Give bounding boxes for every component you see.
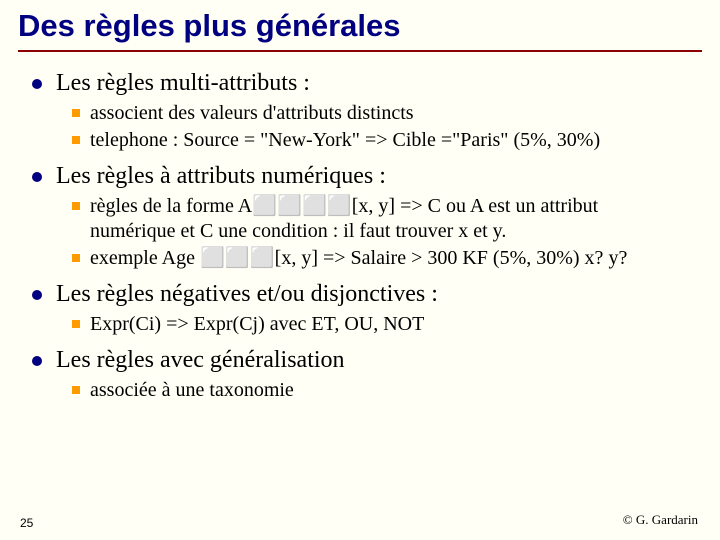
square-bullet-icon: [72, 109, 80, 117]
section-4: Les règles avec généralisation associée …: [18, 347, 702, 403]
list-item: règles de la forme A⬜⬜⬜⬜[x, y] => C ou A…: [72, 194, 682, 244]
heading-text: Les règles négatives et/ou disjonctives …: [56, 281, 438, 308]
heading-text: Les règles multi-attributs :: [56, 70, 310, 97]
square-bullet-icon: [72, 202, 80, 210]
list-item: Expr(Ci) => Expr(Cj) avec ET, OU, NOT: [72, 312, 682, 337]
slide-title: Des règles plus générales: [18, 8, 702, 52]
list-item: associée à une taxonomie: [72, 378, 682, 403]
page-number: 25: [20, 516, 33, 530]
item-text: règles de la forme A⬜⬜⬜⬜[x, y] => C ou A…: [90, 194, 682, 244]
list-item: associent des valeurs d'attributs distin…: [72, 101, 682, 126]
heading-text: Les règles avec généralisation: [56, 347, 345, 374]
bullet-icon: [32, 290, 42, 300]
bullet-icon: [32, 356, 42, 366]
list-item: telephone : Source = "New-York" => Cible…: [72, 128, 682, 153]
heading-text: Les règles à attributs numériques :: [56, 163, 386, 190]
section-heading: Les règles négatives et/ou disjonctives …: [32, 281, 702, 308]
item-text: exemple Age ⬜⬜⬜[x, y] => Salaire > 300 K…: [90, 246, 627, 271]
section-heading: Les règles à attributs numériques :: [32, 163, 702, 190]
item-text: associée à une taxonomie: [90, 378, 294, 403]
bullet-icon: [32, 172, 42, 182]
list-item: exemple Age ⬜⬜⬜[x, y] => Salaire > 300 K…: [72, 246, 682, 271]
square-bullet-icon: [72, 136, 80, 144]
copyright-text: © G. Gardarin: [623, 512, 698, 528]
section-2: Les règles à attributs numériques : règl…: [18, 163, 702, 271]
item-text: telephone : Source = "New-York" => Cible…: [90, 128, 600, 153]
item-text: Expr(Ci) => Expr(Cj) avec ET, OU, NOT: [90, 312, 424, 337]
section-1: Les règles multi-attributs : associent d…: [18, 70, 702, 153]
section-3: Les règles négatives et/ou disjonctives …: [18, 281, 702, 337]
section-heading: Les règles avec généralisation: [32, 347, 702, 374]
item-text: associent des valeurs d'attributs distin…: [90, 101, 414, 126]
square-bullet-icon: [72, 386, 80, 394]
square-bullet-icon: [72, 320, 80, 328]
section-heading: Les règles multi-attributs :: [32, 70, 702, 97]
bullet-icon: [32, 79, 42, 89]
square-bullet-icon: [72, 254, 80, 262]
